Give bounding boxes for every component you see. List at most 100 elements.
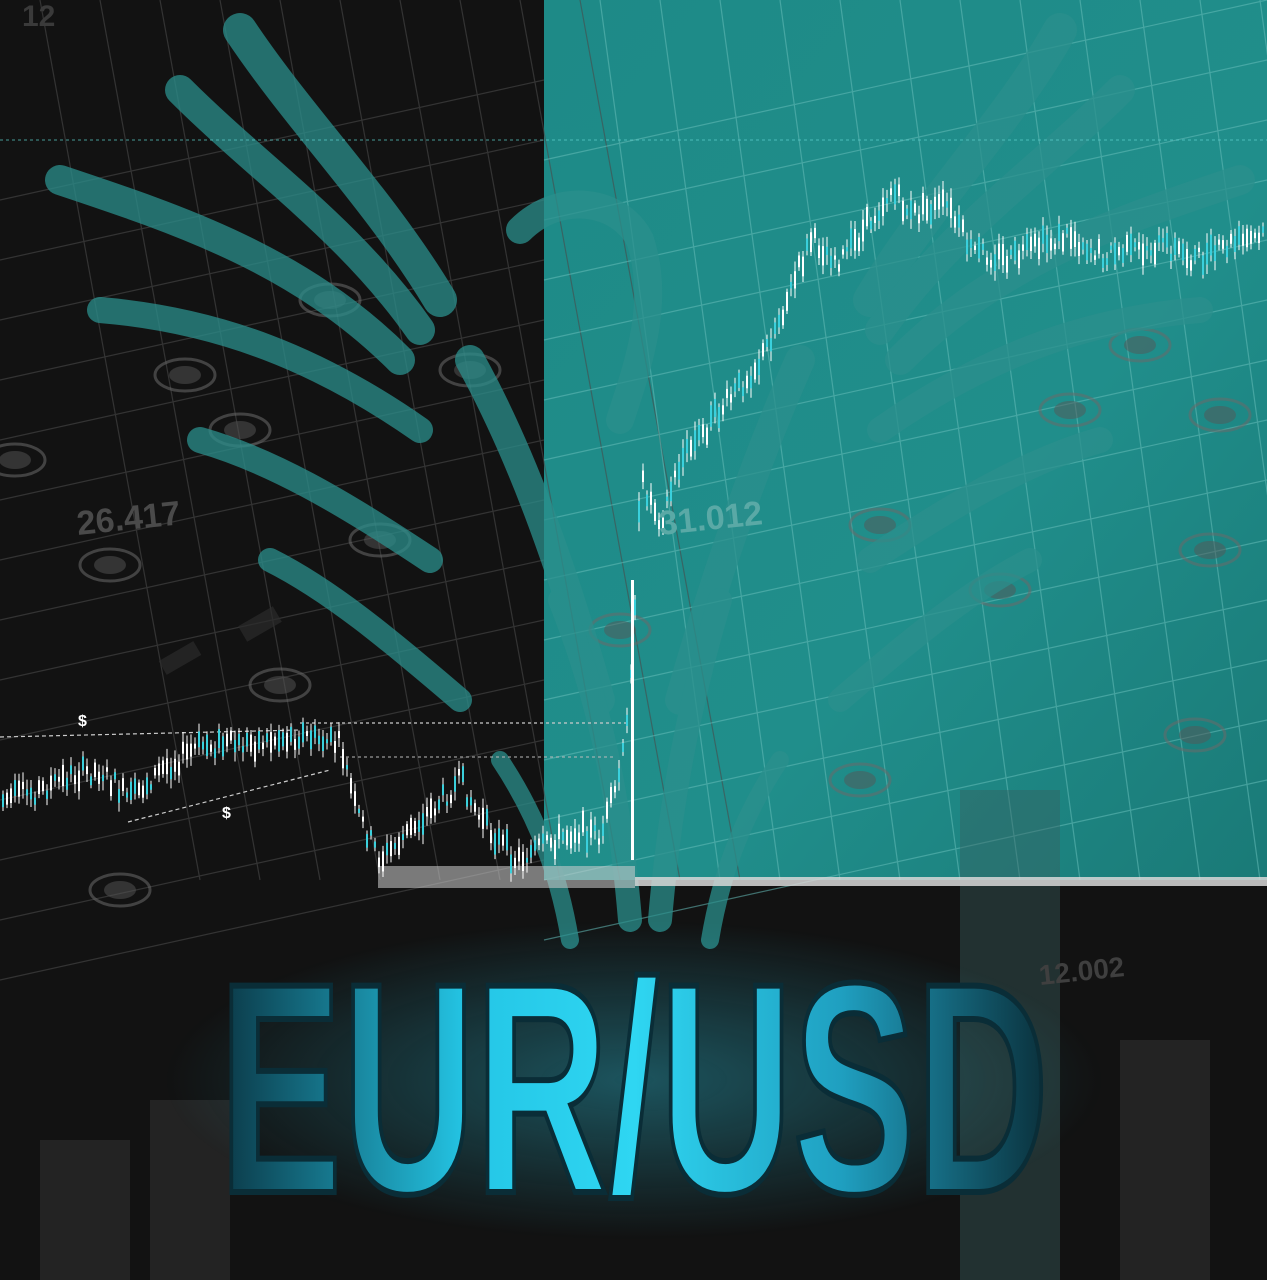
- candle-body: [174, 758, 176, 772]
- candle-body: [306, 731, 308, 736]
- candle-body: [890, 188, 892, 195]
- candle-body: [66, 777, 68, 790]
- candle-body: [1010, 249, 1012, 255]
- candle-body: [142, 785, 144, 798]
- candle-body: [370, 830, 372, 836]
- candle-body: [394, 842, 396, 849]
- grid-line: [0, 379, 545, 501]
- candle-body: [1022, 244, 1024, 251]
- candle-body: [962, 219, 964, 233]
- candle-body: [318, 735, 320, 745]
- candle-body: [1234, 236, 1236, 252]
- candle-body: [1158, 235, 1160, 243]
- candle-body: [770, 338, 772, 352]
- candle-body: [182, 741, 184, 754]
- candle-body: [970, 239, 972, 249]
- candle-body: [818, 245, 820, 259]
- candle-body: [274, 736, 276, 746]
- grid-line: [0, 139, 545, 261]
- candle-body: [834, 255, 836, 260]
- candle-body: [802, 256, 804, 277]
- grid-node: [0, 442, 47, 478]
- candle-body: [1246, 228, 1248, 248]
- grid-line: [0, 259, 545, 381]
- candle-body: [882, 197, 884, 217]
- candle-body: [518, 847, 520, 862]
- candle-body: [1006, 255, 1008, 273]
- candle-body: [1218, 239, 1220, 245]
- candle-body: [566, 829, 568, 846]
- candle-body: [742, 387, 744, 397]
- candle-body: [450, 794, 452, 804]
- grid-node-core: [1054, 401, 1086, 419]
- candle-body: [910, 200, 912, 220]
- candle-body: [250, 734, 252, 752]
- candle-body: [322, 736, 324, 751]
- candle-body: [126, 792, 128, 798]
- candle-body: [1238, 226, 1240, 245]
- candle-body: [1078, 242, 1080, 256]
- candle-body: [730, 394, 732, 403]
- grid-node-core: [264, 676, 296, 694]
- candle-body: [1182, 243, 1184, 261]
- candle-body: [522, 851, 524, 871]
- candle-body: [190, 743, 192, 757]
- candle-body: [1166, 232, 1168, 248]
- candle-body: [22, 781, 24, 790]
- candle-body: [598, 838, 600, 845]
- candle-body: [346, 765, 348, 770]
- grid-line: [1139, 0, 1261, 881]
- candle-body: [258, 731, 260, 750]
- candle-body: [754, 362, 756, 380]
- candle-body: [354, 791, 356, 806]
- candle-body: [1074, 231, 1076, 248]
- candlestick-series: [2, 177, 1264, 882]
- candle-body: [482, 807, 484, 829]
- candle-body: [1066, 227, 1068, 234]
- candle-body: [1130, 233, 1132, 256]
- grid-node-core: [0, 451, 31, 469]
- candle-body: [154, 768, 156, 776]
- grid-node-core: [1194, 541, 1226, 559]
- candle-body: [198, 731, 200, 748]
- candle-body: [842, 249, 844, 255]
- candle-body: [862, 219, 864, 242]
- candle-body: [586, 831, 588, 853]
- candle-body: [54, 774, 56, 781]
- candle-body: [270, 732, 272, 753]
- candle-body: [1178, 241, 1180, 255]
- candle-body: [102, 774, 104, 782]
- grid-node-core: [864, 516, 896, 534]
- candle-body: [794, 271, 796, 289]
- candle-body: [570, 831, 572, 849]
- candle-body: [698, 424, 700, 441]
- candle-body: [990, 259, 992, 268]
- candle-body: [854, 229, 856, 251]
- candle-body: [282, 732, 284, 747]
- grid-line: [659, 0, 781, 881]
- candle-body: [222, 736, 224, 757]
- candle-body: [134, 778, 136, 794]
- candle-body: [790, 281, 792, 289]
- grid-node: [88, 872, 152, 908]
- candle-body: [1086, 243, 1088, 261]
- candle-body: [626, 714, 628, 726]
- candle-body: [510, 854, 512, 874]
- candle-body: [374, 841, 376, 848]
- candle-body: [94, 762, 96, 778]
- candle-body: [166, 758, 168, 775]
- candle-body: [1210, 234, 1212, 256]
- candle-body: [678, 461, 680, 480]
- candle-body: [938, 194, 940, 210]
- candle-body: [490, 830, 492, 844]
- candle-body: [714, 398, 716, 418]
- candle-body: [434, 808, 436, 816]
- candle-body: [930, 204, 932, 225]
- candle-body: [1138, 242, 1140, 250]
- candle-body: [1114, 242, 1116, 265]
- candle-body: [78, 770, 80, 792]
- candle-body: [390, 841, 392, 857]
- candle-body: [1242, 233, 1244, 246]
- candle-body: [806, 238, 808, 251]
- candle-body: [1154, 242, 1156, 265]
